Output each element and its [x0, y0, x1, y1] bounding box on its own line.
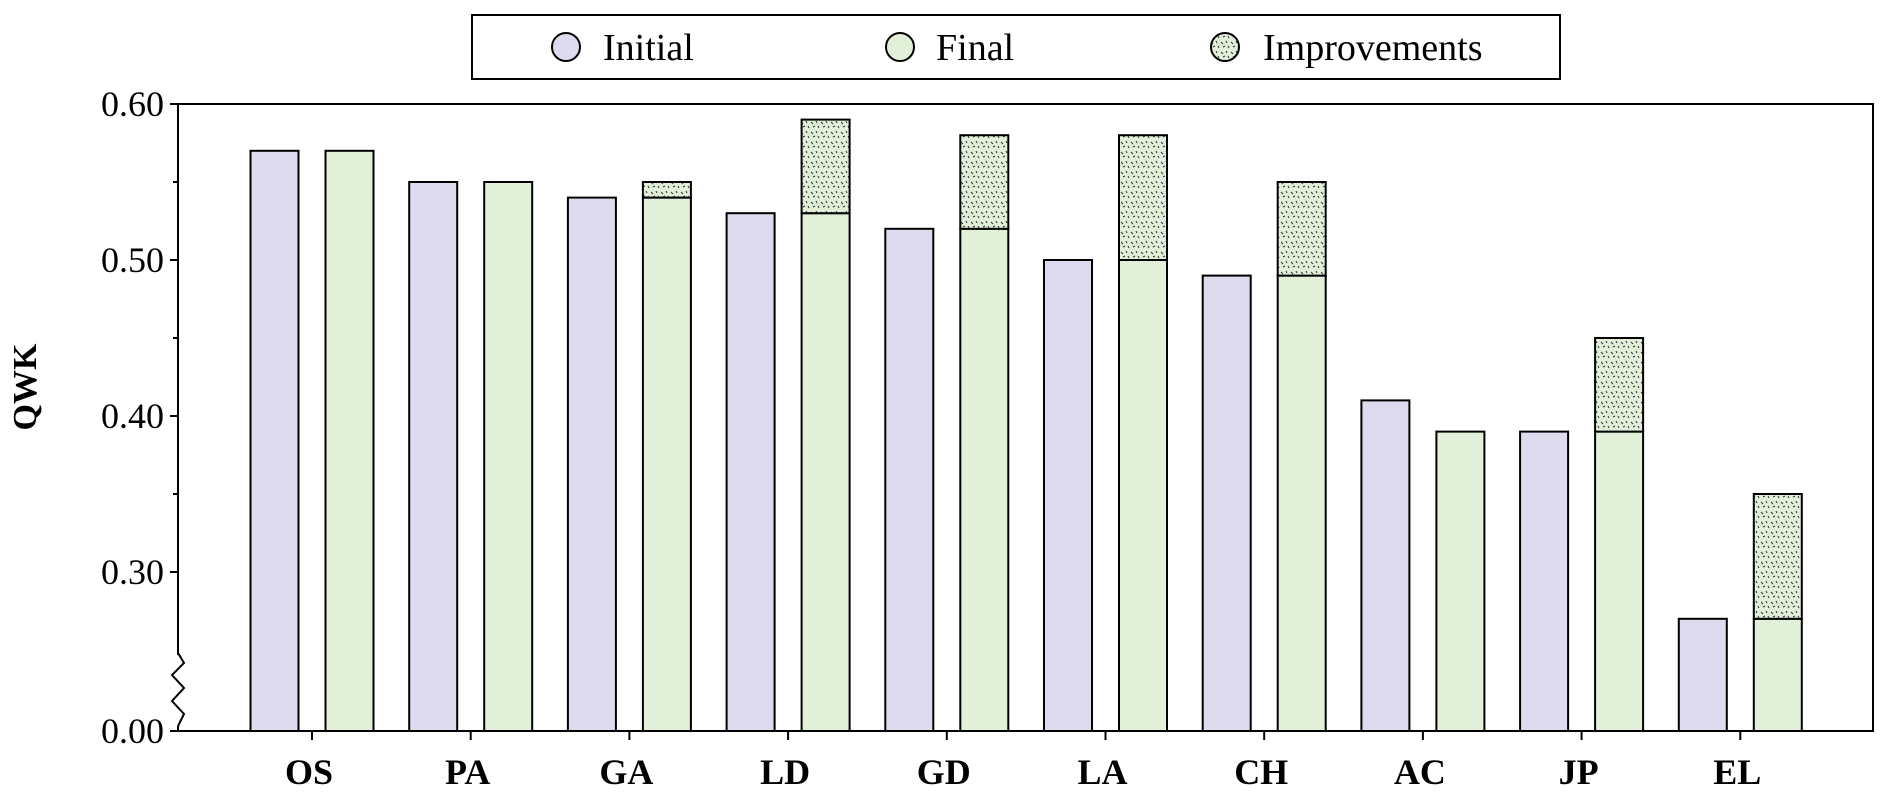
x-tick-label-os: OS [285, 752, 333, 792]
legend-marker-initial [551, 32, 581, 62]
legend-marker-improvements [1210, 32, 1240, 62]
y-tick-label: 0.50 [101, 240, 164, 280]
bar-final-gd [959, 227, 1010, 733]
legend-label-final: Final [936, 27, 1014, 69]
bar-initial-el [1677, 617, 1728, 732]
legend-marker-final [885, 32, 915, 62]
bar-improvement-gd [959, 134, 1010, 230]
x-tick-label-la: LA [1077, 752, 1127, 792]
bar-improvement-ld [800, 118, 851, 215]
x-tick-label-ga: GA [599, 752, 653, 792]
legend-label-improvements: Improvements [1263, 27, 1483, 69]
bar-final-ld [800, 212, 851, 732]
bar-initial-ch [1201, 274, 1252, 732]
bar-final-jp [1594, 430, 1645, 732]
legend-box [471, 14, 1561, 80]
bar-initial-os [249, 149, 300, 733]
axis-break-zigzag [170, 652, 186, 727]
legend-label-initial: Initial [603, 27, 694, 69]
y-tick-label: 0.60 [101, 84, 164, 124]
x-tick-label-ac: AC [1394, 752, 1446, 792]
x-tick-label-jp: JP [1559, 752, 1599, 792]
x-tick-label-ch: CH [1234, 752, 1288, 792]
bar-final-ch [1276, 274, 1327, 732]
x-tick-label-ld: LD [760, 752, 810, 792]
bar-improvement-la [1118, 134, 1168, 261]
y-tick-label: 0.40 [101, 396, 164, 436]
y-axis-title: QWK [7, 343, 44, 430]
bar-initial-gd [884, 227, 935, 733]
y-tick-label: 0.00 [101, 711, 164, 751]
bar-final-el [1752, 617, 1803, 732]
bar-initial-la [1043, 259, 1093, 732]
bar-final-la [1118, 259, 1168, 732]
x-tick-label-pa: PA [445, 752, 490, 792]
bar-initial-ld [725, 212, 776, 732]
bar-initial-jp [1519, 430, 1570, 732]
bar-improvement-el [1752, 493, 1803, 620]
x-tick-label-el: EL [1713, 752, 1761, 792]
bar-final-ga [641, 196, 692, 733]
bar-improvement-ch [1276, 181, 1327, 277]
y-tick-label: 0.30 [101, 552, 164, 592]
x-tick-label-gd: GD [917, 752, 971, 792]
bar-improvement-jp [1594, 337, 1645, 433]
bar-final-pa [483, 181, 534, 732]
bar-improvement-ga [641, 181, 692, 199]
bar-initial-ac [1360, 399, 1411, 732]
bar-final-ac [1435, 430, 1486, 732]
plot-frame [177, 103, 1874, 732]
bar-final-os [324, 149, 375, 733]
bar-initial-pa [408, 181, 459, 732]
bar-initial-ga [566, 196, 617, 733]
